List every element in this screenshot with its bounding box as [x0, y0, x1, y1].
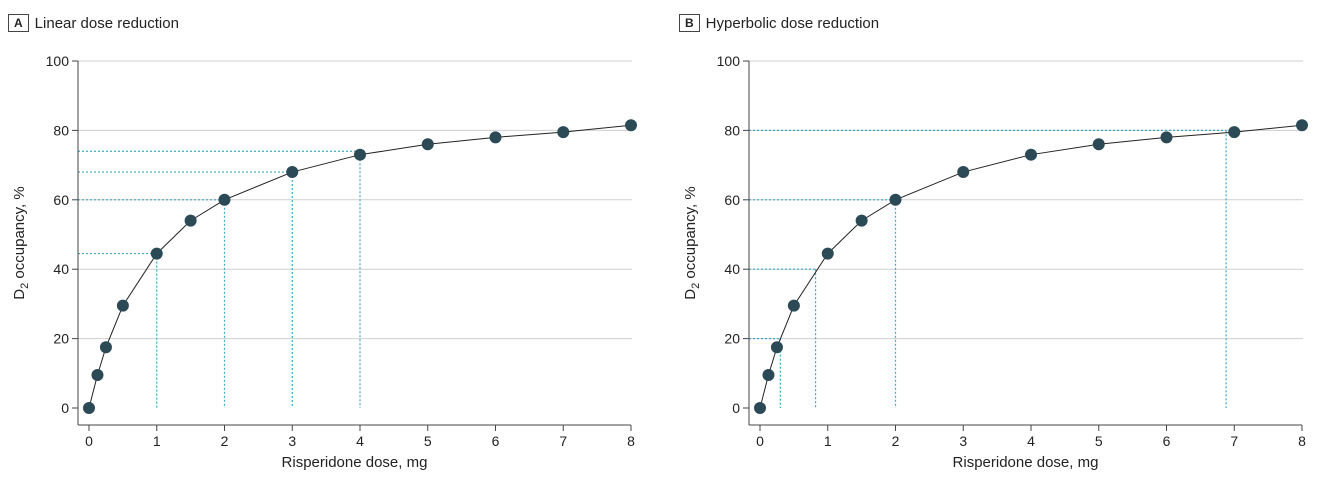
- chart-a-x-tick-label: 4: [356, 433, 364, 449]
- chart-b-y-tick-label: 80: [724, 122, 740, 138]
- chart-b: 0 20 40 60 80 100 0 1 2 3 4 5 6 7 8 Risperidone dose, m…: [682, 53, 1308, 471]
- chart-a-data-point: [184, 214, 197, 227]
- chart-a-y-axis-label-main: D: [11, 289, 28, 300]
- chart-b-data-point: [1092, 138, 1105, 151]
- chart-b-data-point: [754, 402, 766, 414]
- chart-b-data-point: [770, 341, 783, 354]
- chart-b-data-point: [957, 166, 970, 179]
- panel-b-header: B Hyperbolic dose reduction: [679, 14, 879, 32]
- chart-b-x-tick-label: 6: [1163, 433, 1171, 449]
- chart-a-y-axis-label-sub: 2: [19, 283, 31, 289]
- chart-b-x-tick-label: 0: [756, 433, 764, 449]
- chart-a-y-tick-label: 20: [53, 331, 69, 347]
- chart-b-series-line: [759, 124, 1303, 409]
- chart-a-y-tick-label: 0: [61, 400, 69, 416]
- chart-a-y-axis-label-rest: occupancy, %: [11, 186, 28, 282]
- chart-b-x-tick-label: 1: [824, 433, 832, 449]
- chart-a-data-point: [99, 341, 112, 354]
- chart-a-y-tick-label: 80: [53, 122, 69, 138]
- chart-a-x-tick-label: 2: [221, 433, 229, 449]
- chart-b-x-axis-label: Risperidone dose, mg: [953, 454, 1099, 471]
- chart-b-y-tick-label: 100: [717, 53, 741, 69]
- chart-b-x-tick-label: 4: [1027, 433, 1035, 449]
- chart-b-y-axis-label-main: D: [682, 289, 699, 300]
- chart-a-data-point: [150, 247, 163, 260]
- panel-b-title: Hyperbolic dose reduction: [705, 14, 880, 32]
- chart-b-data-point: [1025, 148, 1037, 161]
- chart-a-data-point: [625, 119, 637, 132]
- chart-b-data-point: [855, 214, 868, 227]
- chart-a-y-tick-label: 100: [46, 53, 70, 69]
- chart-b-y-axis-label: D2 occupancy, %: [682, 186, 702, 299]
- chart-a: 0 20 40 60 80 100 0 1 2 3 4 5 6 7 8 Risperidone dose, m…: [11, 53, 637, 471]
- chart-a-x-tick-label: 0: [85, 433, 93, 449]
- chart-a-data-point: [91, 369, 104, 382]
- chart-a-x-tick-label: 1: [153, 433, 161, 449]
- chart-a-data-point: [218, 193, 231, 206]
- chart-a-data-point: [116, 299, 129, 312]
- chart-a-y-tick-label: 60: [53, 192, 69, 208]
- chart-a-x-tick-label: 5: [424, 433, 432, 449]
- chart-b-data-point: [1296, 119, 1308, 132]
- chart-b-data-point: [1228, 126, 1241, 139]
- chart-b-data-point: [787, 299, 800, 312]
- chart-b-x-tick-label: 3: [959, 433, 967, 449]
- chart-b-x-tick-label: 5: [1095, 433, 1103, 449]
- panel-b: B Hyperbolic dose reduction 0 20 40 60 80 100…: [671, 0, 1341, 479]
- chart-b-data-point: [762, 369, 775, 382]
- chart-a-data-point: [354, 148, 366, 161]
- chart-b-y-tick-label: 0: [732, 400, 740, 416]
- chart-a-data-point: [557, 126, 570, 139]
- chart-b-y-tick-label: 60: [724, 192, 740, 208]
- panel-a-header: A Linear dose reduction: [8, 14, 179, 32]
- panel-a-title: Linear dose reduction: [34, 14, 179, 32]
- chart-b-data-point: [821, 247, 834, 260]
- panel-a: A Linear dose reduction 0 20 40 60 80 100 0 1 2 3…: [0, 0, 670, 479]
- chart-a-data-point: [286, 166, 299, 179]
- chart-b-x-tick-label: 2: [892, 433, 900, 449]
- chart-a-x-axis-label: Risperidone dose, mg: [282, 454, 428, 471]
- chart-b-y-tick-label: 20: [724, 331, 740, 347]
- chart-a-data-point: [83, 402, 95, 414]
- chart-a-y-axis-label: D2 occupancy, %: [11, 186, 31, 299]
- chart-b-x-tick-label: 7: [1230, 433, 1238, 449]
- chart-b-x-tick-label: 8: [1298, 433, 1306, 449]
- chart-b-y-tick-label: 40: [724, 261, 740, 277]
- chart-a-x-tick-label: 6: [492, 433, 500, 449]
- chart-a-y-tick-label: 40: [53, 261, 69, 277]
- chart-b-y-axis-label-sub: 2: [690, 283, 702, 289]
- chart-b-data-point: [889, 193, 902, 206]
- panel-a-letter: A: [8, 14, 29, 32]
- chart-b-y-axis-label-rest: occupancy, %: [682, 186, 699, 282]
- chart-a-data-point: [421, 138, 434, 151]
- chart-a-x-tick-label: 8: [627, 433, 635, 449]
- chart-a-data-point: [489, 131, 502, 144]
- chart-b-data-point: [1160, 131, 1173, 144]
- chart-a-x-tick-label: 3: [288, 433, 296, 449]
- panel-b-letter: B: [679, 14, 700, 32]
- chart-a-x-tick-label: 7: [559, 433, 567, 449]
